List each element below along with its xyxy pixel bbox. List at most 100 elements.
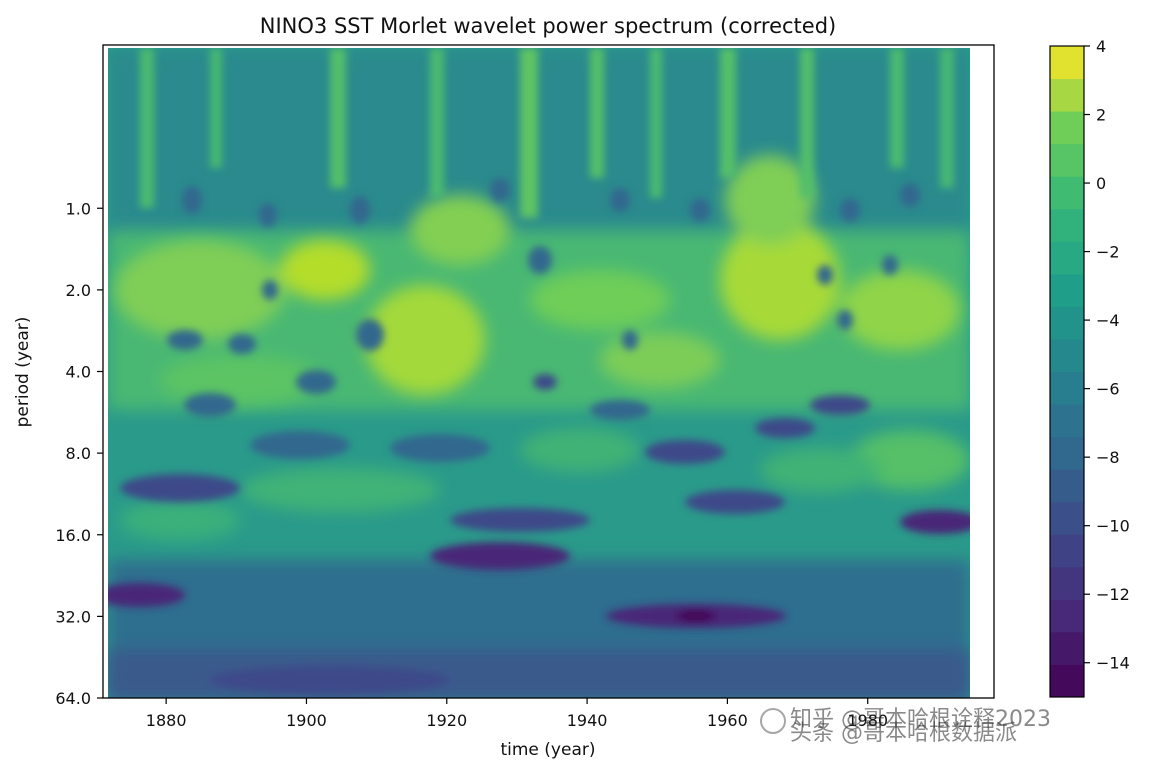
blob [725,155,815,245]
spot [182,186,202,214]
blob [600,332,720,388]
minimum [228,334,256,354]
streak [430,48,444,198]
feature-blobs [115,155,970,540]
y-tick-label: 8.0 [66,444,91,463]
spot [840,198,860,222]
spot [882,255,898,275]
blob [840,270,960,350]
streak [140,48,154,208]
y-tick-label: 4.0 [66,363,91,382]
colorbar-band [1050,143,1084,177]
minimum [296,370,336,394]
minimum [250,431,350,459]
y-tick-label: 1.0 [66,199,91,218]
x-tick-label: 1980 [847,711,888,730]
blob [410,195,510,265]
blob [115,240,285,340]
colorbar-band [1050,338,1084,372]
colorbar-bands [1050,46,1084,698]
y-tick-label: 32.0 [55,607,91,626]
spot [622,330,638,350]
x-tick-label: 1920 [426,711,467,730]
minimum [590,400,650,420]
spot [528,246,552,274]
watermark-line-1: 知乎 @哥本哈根诠释2023 [790,707,1051,732]
streak [520,48,538,218]
minimum [167,330,203,350]
upper-streaks [140,48,954,218]
x-axis: 1880 1900 1920 1940 1960 1980 [146,698,888,730]
spot [262,280,278,300]
y-axis-label: period (year) [13,317,33,428]
colorbar-band [1050,534,1084,568]
colorbar-tick-label: −2 [1096,243,1120,262]
y-tick-label: 16.0 [55,526,91,545]
colorbar-band [1050,664,1084,698]
colorbar-band [1050,371,1084,405]
colorbar: 4 2 0 −2 −4 −6 −8 −10 −12 −14 [1049,37,1130,698]
colorbar-band [1050,404,1084,438]
minimum [810,395,870,415]
y-tick-label: 64.0 [55,689,91,708]
colorbar-band [1050,469,1084,503]
streak [210,48,222,168]
minimum [676,610,716,622]
streak [800,48,814,198]
blob [720,220,840,340]
streak [890,48,904,168]
streak [720,48,736,178]
colorbar-tick-label: −4 [1096,311,1120,330]
blob [530,270,670,330]
minimum [120,474,240,502]
low-power-minima [108,330,970,694]
spot [356,319,384,351]
x-axis-label: time (year) [500,740,595,760]
watermark-logo-icon [760,708,786,734]
spot [490,178,510,202]
colorbar-band [1050,599,1084,633]
minimum [685,490,785,514]
minimum [900,510,970,534]
spot [817,265,833,285]
x-tick-label: 1940 [567,711,608,730]
colorbar-band [1050,176,1084,210]
blob [520,428,640,472]
streak [940,48,954,188]
x-tick-label: 1960 [707,711,748,730]
watermark: 知乎 @哥本哈根诠释2023 头条 @哥本哈根数据派 [760,700,1140,760]
colorbar-ticks: 4 2 0 −2 −4 −6 −8 −10 −12 −14 [1084,37,1130,673]
spot [350,196,370,224]
colorbar-tick-label: 4 [1096,37,1106,56]
colorbar-band [1050,78,1084,112]
blob [850,430,970,490]
colorbar-tick-label: −10 [1096,517,1130,536]
spot [690,198,710,222]
colorbar-band [1050,46,1084,80]
colorbar-tick-label: −6 [1096,380,1120,399]
blob [365,285,485,395]
upper-dark-spots [182,178,920,351]
blob [240,468,440,512]
blob [280,240,370,300]
colorbar-tick-label: 0 [1096,174,1106,193]
minimum [108,583,185,607]
colorbar-band [1050,273,1084,307]
minimum [390,434,490,462]
blob [760,448,880,492]
minimum [755,418,815,438]
minimum [645,440,725,464]
colorbar-band [1050,566,1084,600]
streak [650,48,662,198]
minimum [430,542,570,570]
colorbar-band [1050,306,1084,340]
minimum [533,374,557,390]
minimum [184,393,236,417]
y-axis: 1.0 2.0 4.0 8.0 16.0 32.0 64.0 [55,199,103,708]
short-period-band [108,48,970,248]
streak [590,48,604,178]
blob [160,355,320,405]
minimum [450,508,590,532]
colorbar-tick-label: −12 [1096,585,1130,604]
